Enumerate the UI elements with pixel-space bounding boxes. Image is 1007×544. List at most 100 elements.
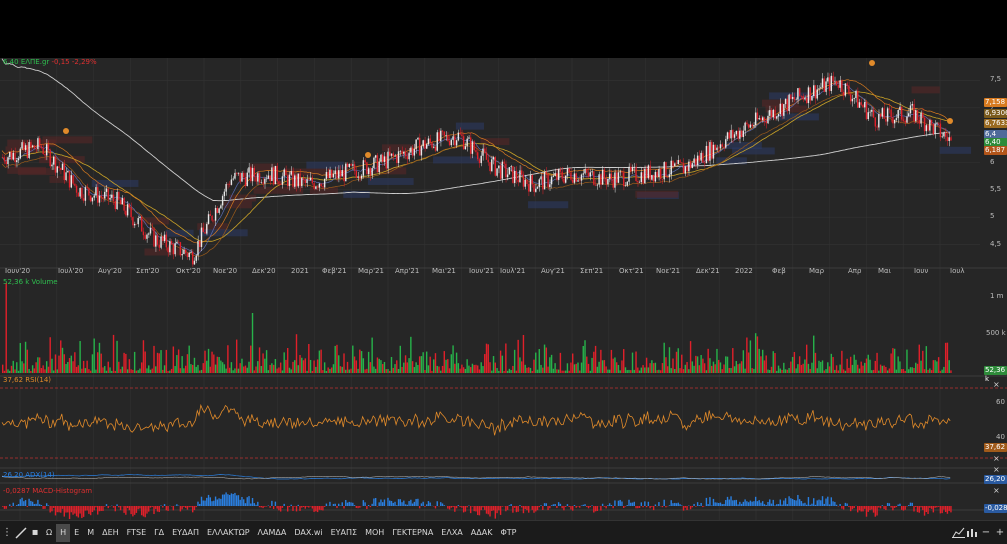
volume-bar: [715, 364, 716, 373]
candle-body: [542, 176, 543, 189]
signal-marker[interactable]: [947, 118, 953, 124]
candle-body: [373, 158, 374, 168]
candle-body: [910, 105, 911, 113]
macd-bar: [546, 503, 547, 506]
candle-body: [579, 180, 580, 181]
candle-body: [389, 152, 390, 156]
instrument-ticker: ΕΛΠΕ.gr: [21, 58, 49, 66]
toolbar-symbol-button[interactable]: Η: [56, 524, 70, 542]
macd-bar: [595, 506, 596, 511]
volume-bar: [370, 362, 371, 373]
signal-marker[interactable]: [869, 60, 875, 66]
toolbar-symbol-button[interactable]: Μ: [83, 524, 98, 542]
candle-body: [792, 97, 793, 99]
toolbar-symbol-button[interactable]: Ε: [70, 524, 83, 542]
candle-body: [57, 166, 58, 172]
volume-bar: [437, 366, 438, 373]
candle-body: [565, 176, 566, 183]
macd-bar: [115, 506, 116, 511]
volume-bar: [869, 360, 870, 373]
macd-bar: [215, 497, 216, 506]
macd-bar: [83, 506, 84, 517]
volume-bar: [938, 357, 939, 373]
zoom-out-icon[interactable]: −: [979, 524, 993, 542]
volume-bar: [899, 361, 900, 373]
volume-bar: [699, 365, 700, 373]
toolbar-symbol-button[interactable]: ΕΛΧΑ: [437, 524, 466, 542]
toolbar-symbol-button[interactable]: ΛΑΜΔΑ: [254, 524, 291, 542]
candle-body: [72, 175, 73, 183]
toolbar-symbol-button[interactable]: FTSE: [123, 524, 150, 542]
candle-body: [857, 91, 858, 108]
candle-body: [936, 123, 937, 124]
volume-bar: [155, 366, 156, 373]
time-axis-label: Δεκ'20: [252, 267, 276, 275]
candle-body: [783, 104, 784, 116]
menu-icon[interactable]: ⋮: [0, 524, 14, 542]
macd-bar: [644, 501, 645, 506]
volume-bar: [335, 346, 336, 373]
chart-area[interactable]: 6,40 ΕΛΠΕ.gr -0,15 -2,29% 7,576,565,554,…: [0, 58, 1007, 520]
macd-bar: [846, 503, 847, 506]
volume-bar: [620, 370, 621, 373]
candle-body: [171, 241, 172, 244]
candle-body: [774, 110, 775, 119]
candle-body: [327, 172, 328, 178]
fill-tool-icon[interactable]: ▪: [28, 524, 42, 542]
macd-bar: [702, 506, 703, 507]
candle-body: [882, 108, 883, 117]
toolbar-symbol-button[interactable]: ΦΤΡ: [496, 524, 520, 542]
macd-bar: [305, 506, 306, 509]
adx-close-icon[interactable]: ×: [993, 465, 1000, 474]
rsi-close-icon[interactable]: ×: [993, 380, 1000, 389]
macd-bar: [771, 504, 772, 506]
candle-body: [894, 120, 895, 123]
macd-bar: [181, 506, 182, 509]
volume-bar: [570, 363, 571, 373]
toolbar-symbol-button[interactable]: ΕΥΔΑΠ: [168, 524, 203, 542]
macd-bar: [11, 506, 12, 507]
toolbar-symbol-button[interactable]: DAX.wi: [290, 524, 326, 542]
macd-bar: [102, 506, 103, 511]
zoom-in-icon[interactable]: +: [993, 524, 1007, 542]
toolbar-symbol-button[interactable]: ΓΕΚΤΕΡΝΑ: [388, 524, 437, 542]
candle-body: [493, 157, 494, 159]
toolbar-symbol-button[interactable]: ΔΕΗ: [98, 524, 123, 542]
indicators-icon[interactable]: [965, 524, 979, 542]
rsi-axis-60: 60: [996, 398, 1005, 406]
toolbar-symbol-button[interactable]: ΜΟΗ: [361, 524, 388, 542]
candle-body: [869, 112, 870, 113]
candle-body: [588, 173, 589, 177]
toolbar-symbol-button[interactable]: Ω: [42, 524, 56, 542]
volume-bar: [653, 363, 654, 373]
macd-bar: [495, 506, 496, 519]
macd-bar: [454, 506, 455, 512]
volume-bar: [386, 369, 387, 373]
signal-marker[interactable]: [63, 128, 69, 134]
candle-body: [651, 175, 652, 180]
macd-bar: [90, 506, 91, 515]
signal-marker[interactable]: [365, 152, 371, 158]
macd-close-icon[interactable]: ×: [993, 486, 1000, 495]
chart-canvas[interactable]: [0, 58, 1007, 520]
toolbar-symbol-button[interactable]: ΕΛΛΑΚΤΩΡ: [203, 524, 254, 542]
toolbar-symbol-button[interactable]: ΓΔ: [150, 524, 168, 542]
candle-body: [414, 149, 415, 155]
drawing-tool-icon[interactable]: [14, 524, 28, 542]
candle-body: [753, 125, 754, 126]
volume-bar: [39, 357, 40, 373]
candle-body: [746, 123, 747, 125]
volume-bar: [586, 357, 587, 373]
macd-bar: [843, 506, 844, 509]
toolbar-symbol-button[interactable]: ΑΔΑΚ: [467, 524, 497, 542]
macd-bar: [35, 504, 36, 506]
time-axis-label: Σεπ'21: [580, 267, 603, 275]
volume-bar: [880, 365, 881, 373]
volume-bar: [275, 359, 276, 373]
rsi-close-lower-icon[interactable]: ×: [993, 454, 1000, 463]
candle-body: [484, 149, 485, 153]
volume-bar: [463, 367, 464, 373]
macd-bar: [139, 506, 140, 508]
chart-type-icon[interactable]: [951, 524, 965, 542]
toolbar-symbol-button[interactable]: ΕΥΑΠΣ: [327, 524, 361, 542]
